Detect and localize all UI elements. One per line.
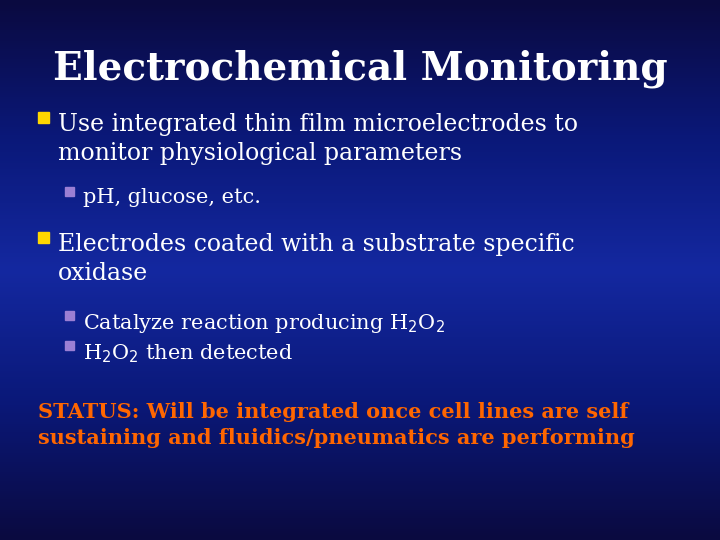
- FancyBboxPatch shape: [38, 112, 49, 123]
- Text: sustaining and fluidics/pneumatics are performing: sustaining and fluidics/pneumatics are p…: [38, 428, 635, 448]
- FancyBboxPatch shape: [38, 232, 49, 243]
- FancyBboxPatch shape: [65, 311, 74, 320]
- Text: Electrochemical Monitoring: Electrochemical Monitoring: [53, 50, 667, 89]
- Text: pH, glucose, etc.: pH, glucose, etc.: [83, 188, 261, 207]
- Text: Catalyze reaction producing H$_2$O$_2$: Catalyze reaction producing H$_2$O$_2$: [83, 312, 445, 335]
- FancyBboxPatch shape: [65, 341, 74, 350]
- Text: Use integrated thin film microelectrodes to
monitor physiological parameters: Use integrated thin film microelectrodes…: [58, 113, 578, 165]
- Text: Electrodes coated with a substrate specific
oxidase: Electrodes coated with a substrate speci…: [58, 233, 575, 285]
- FancyBboxPatch shape: [65, 187, 74, 196]
- Text: STATUS: Will be integrated once cell lines are self: STATUS: Will be integrated once cell lin…: [38, 402, 629, 422]
- Text: H$_2$O$_2$ then detected: H$_2$O$_2$ then detected: [83, 342, 293, 364]
